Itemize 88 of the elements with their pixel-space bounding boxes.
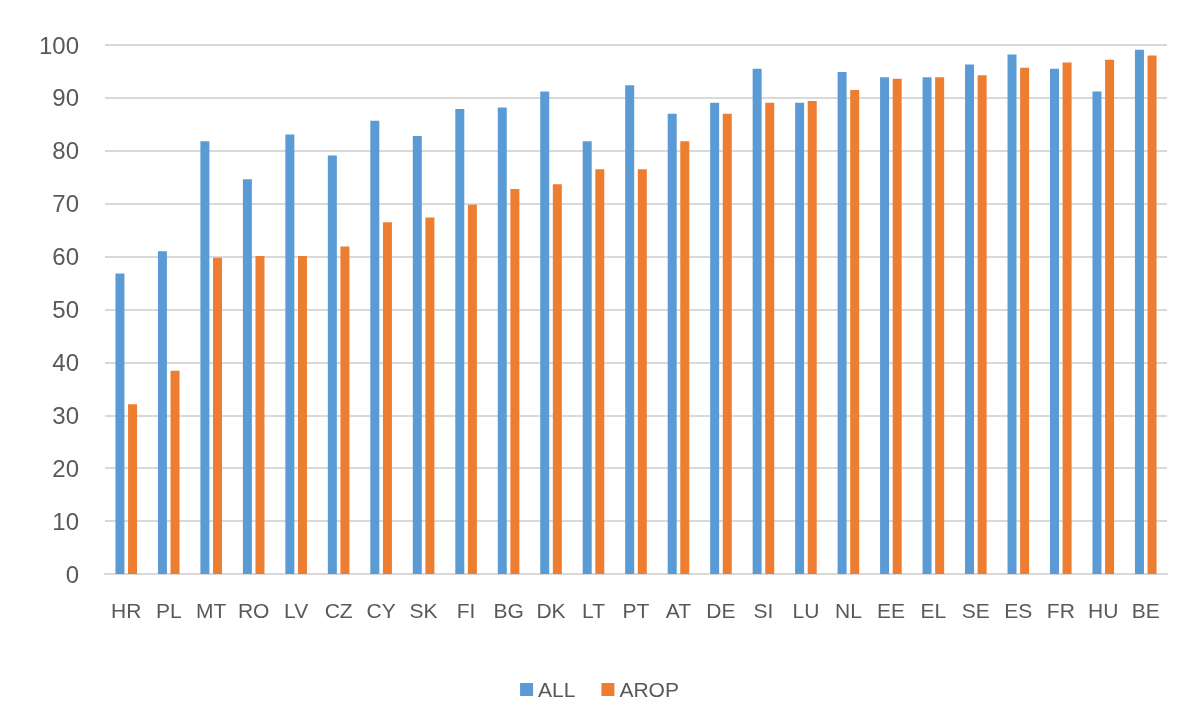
bar (1020, 67, 1030, 574)
bar (467, 204, 477, 574)
bar (285, 134, 295, 574)
y-tick-label: 90 (52, 84, 79, 112)
bar (637, 169, 647, 574)
x-tick-label: PL (155, 599, 182, 622)
x-tick-label: HR (111, 599, 142, 622)
x-tick-label: SK (409, 599, 438, 622)
x-tick-label: LT (582, 599, 606, 622)
bar (255, 256, 265, 574)
bar (795, 102, 805, 574)
x-tick-label: CZ (324, 599, 353, 622)
x-tick-label: DE (706, 599, 736, 622)
x-tick-label: SI (753, 599, 774, 622)
bar (752, 68, 762, 574)
bar (455, 109, 465, 574)
bar (667, 113, 677, 574)
bar (170, 370, 180, 574)
x-tick-label: HU (1088, 599, 1119, 622)
legend-label: ALL (538, 678, 576, 701)
y-tick-label: 70 (52, 190, 79, 218)
bar (1134, 49, 1144, 574)
bar (157, 251, 167, 574)
x-tick-label: MT (196, 599, 227, 622)
bar (880, 77, 890, 574)
bar (297, 256, 307, 574)
bar (370, 120, 380, 574)
bar (382, 222, 392, 574)
bar (327, 155, 337, 574)
bar (892, 78, 902, 574)
bar (425, 217, 435, 574)
x-tick-label: PT (622, 599, 650, 622)
bar (510, 188, 520, 574)
x-tick-label: ES (1004, 599, 1033, 622)
bar (965, 64, 975, 574)
y-tick-label: 100 (38, 31, 79, 59)
bar (412, 135, 422, 574)
x-tick-label: BG (493, 599, 524, 622)
bar (115, 273, 125, 574)
x-tick-label: FR (1046, 599, 1075, 622)
bar (680, 141, 690, 574)
y-tick-label: 40 (52, 348, 79, 376)
bar (710, 102, 720, 574)
x-tick-label: AT (665, 599, 692, 622)
bar (595, 169, 605, 574)
x-tick-label: SE (961, 599, 990, 622)
bar (497, 107, 507, 574)
bar (1050, 68, 1059, 574)
bar (1105, 59, 1115, 574)
bar (128, 404, 138, 574)
y-tick-label: 50 (52, 296, 79, 323)
x-tick-label: LV (284, 599, 309, 622)
x-tick-label: EE (876, 599, 905, 622)
y-tick-label: 60 (52, 243, 79, 271)
y-tick-label: 0 (65, 560, 79, 588)
bar (977, 75, 987, 574)
bar (200, 141, 210, 574)
bar (922, 77, 932, 574)
bar (625, 85, 635, 574)
x-tick-label: BE (1131, 599, 1160, 622)
x-tick-label: DK (536, 599, 566, 622)
bar (722, 113, 732, 574)
bar (807, 101, 817, 574)
bar (850, 89, 860, 574)
bar (582, 141, 592, 574)
bar (765, 102, 775, 574)
x-tick-label: FI (456, 599, 476, 622)
bar (837, 71, 847, 574)
x-tick-label: NL (834, 599, 862, 622)
x-tick-label: EL (920, 599, 947, 622)
bar (1092, 91, 1102, 574)
y-tick-label: 10 (52, 507, 79, 535)
y-tick-label: 80 (52, 137, 79, 165)
bar (242, 179, 252, 574)
y-tick-label: 20 (52, 454, 79, 482)
bar (540, 91, 550, 574)
bar (213, 257, 222, 574)
bar (552, 184, 562, 574)
bar (935, 77, 945, 574)
bar (340, 246, 350, 574)
bar (1147, 55, 1157, 574)
x-tick-label: RO (237, 599, 270, 622)
y-tick-label: 30 (52, 401, 79, 429)
bar (1007, 54, 1017, 574)
x-tick-label: LU (792, 599, 820, 622)
legend-label: AROP (619, 678, 679, 701)
bar (1062, 62, 1072, 574)
x-tick-label: CY (366, 599, 396, 622)
